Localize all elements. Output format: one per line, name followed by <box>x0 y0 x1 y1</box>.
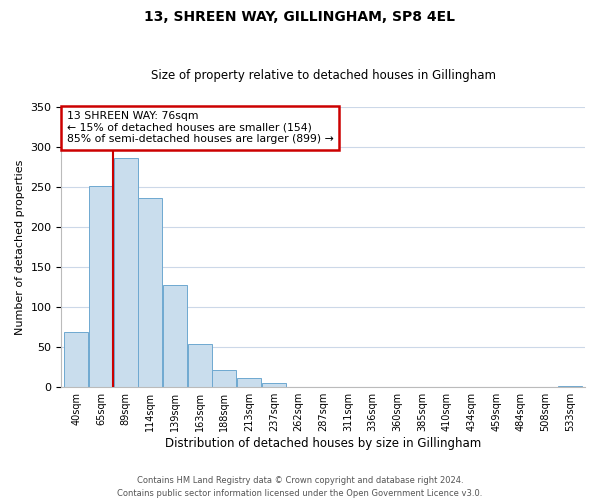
Bar <box>212 370 236 387</box>
Bar <box>89 186 113 387</box>
Bar <box>558 386 582 387</box>
Bar <box>64 332 88 387</box>
Y-axis label: Number of detached properties: Number of detached properties <box>15 160 25 334</box>
Bar <box>262 383 286 387</box>
Bar <box>188 344 212 387</box>
Title: Size of property relative to detached houses in Gillingham: Size of property relative to detached ho… <box>151 69 496 82</box>
Bar <box>113 158 137 387</box>
Bar <box>139 198 162 387</box>
Text: 13, SHREEN WAY, GILLINGHAM, SP8 4EL: 13, SHREEN WAY, GILLINGHAM, SP8 4EL <box>145 10 455 24</box>
Text: 13 SHREEN WAY: 76sqm
← 15% of detached houses are smaller (154)
85% of semi-deta: 13 SHREEN WAY: 76sqm ← 15% of detached h… <box>67 111 334 144</box>
Bar <box>163 284 187 387</box>
X-axis label: Distribution of detached houses by size in Gillingham: Distribution of detached houses by size … <box>165 437 481 450</box>
Text: Contains HM Land Registry data © Crown copyright and database right 2024.
Contai: Contains HM Land Registry data © Crown c… <box>118 476 482 498</box>
Bar <box>237 378 261 387</box>
